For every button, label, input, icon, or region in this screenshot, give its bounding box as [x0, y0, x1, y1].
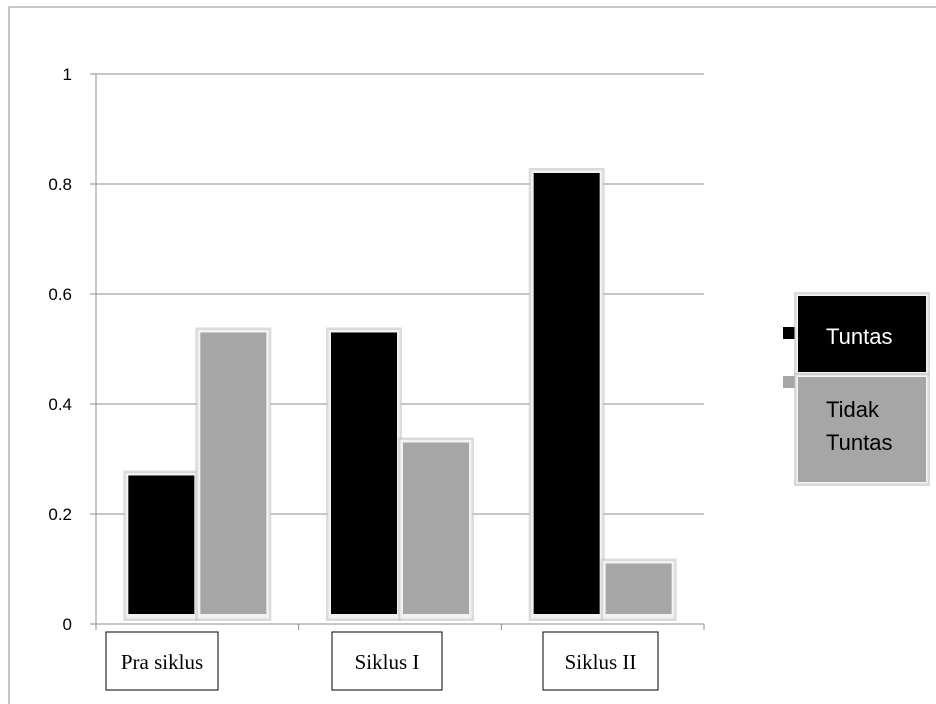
- legend: Tuntas Tidak Tuntas: [783, 292, 930, 486]
- category-label: Siklus I: [355, 650, 420, 674]
- category-label-box: Pra siklus: [105, 631, 219, 691]
- legend-marker: [783, 327, 795, 339]
- y-tick-label: 1: [63, 65, 72, 84]
- category-label-box: Siklus I: [331, 631, 443, 691]
- category-label-box: Siklus II: [542, 631, 659, 691]
- y-tick-label: 0.8: [48, 175, 72, 194]
- axes: [95, 74, 705, 630]
- bar: [403, 442, 469, 614]
- y-tick-label: 0.6: [48, 285, 72, 304]
- category-label: Siklus II: [565, 650, 637, 674]
- legend-marker: [783, 376, 795, 388]
- bars: [123, 168, 677, 621]
- bar: [331, 332, 397, 614]
- y-tick-label: 0: [63, 615, 72, 634]
- y-axis-ticks: 0 0.2 0.4 0.6 0.8 1: [48, 65, 96, 634]
- y-tick-label: 0.2: [48, 505, 72, 524]
- bar: [200, 332, 267, 614]
- legend-label: Tuntas: [826, 324, 892, 349]
- category-labels: Pra siklus Siklus I Siklus II: [105, 631, 659, 691]
- legend-item-tuntas: Tuntas: [783, 292, 930, 376]
- bar: [533, 173, 600, 614]
- bar-tuntas-0: [123, 470, 200, 621]
- bar-tuntas-1: [326, 327, 402, 621]
- legend-label: Tidak Tuntas: [826, 397, 892, 455]
- y-tick-label: 0.4: [48, 395, 72, 414]
- bar-tuntas-2: [528, 168, 605, 621]
- bar-tidak-tuntas-1: [398, 437, 474, 621]
- bar: [128, 475, 195, 614]
- bar-tidak-tuntas-0: [195, 327, 272, 621]
- bar-tidak-tuntas-2: [600, 558, 677, 621]
- legend-item-tidak-tuntas: Tidak Tuntas: [783, 373, 930, 486]
- category-label: Pra siklus: [121, 650, 203, 674]
- bar: [605, 563, 672, 614]
